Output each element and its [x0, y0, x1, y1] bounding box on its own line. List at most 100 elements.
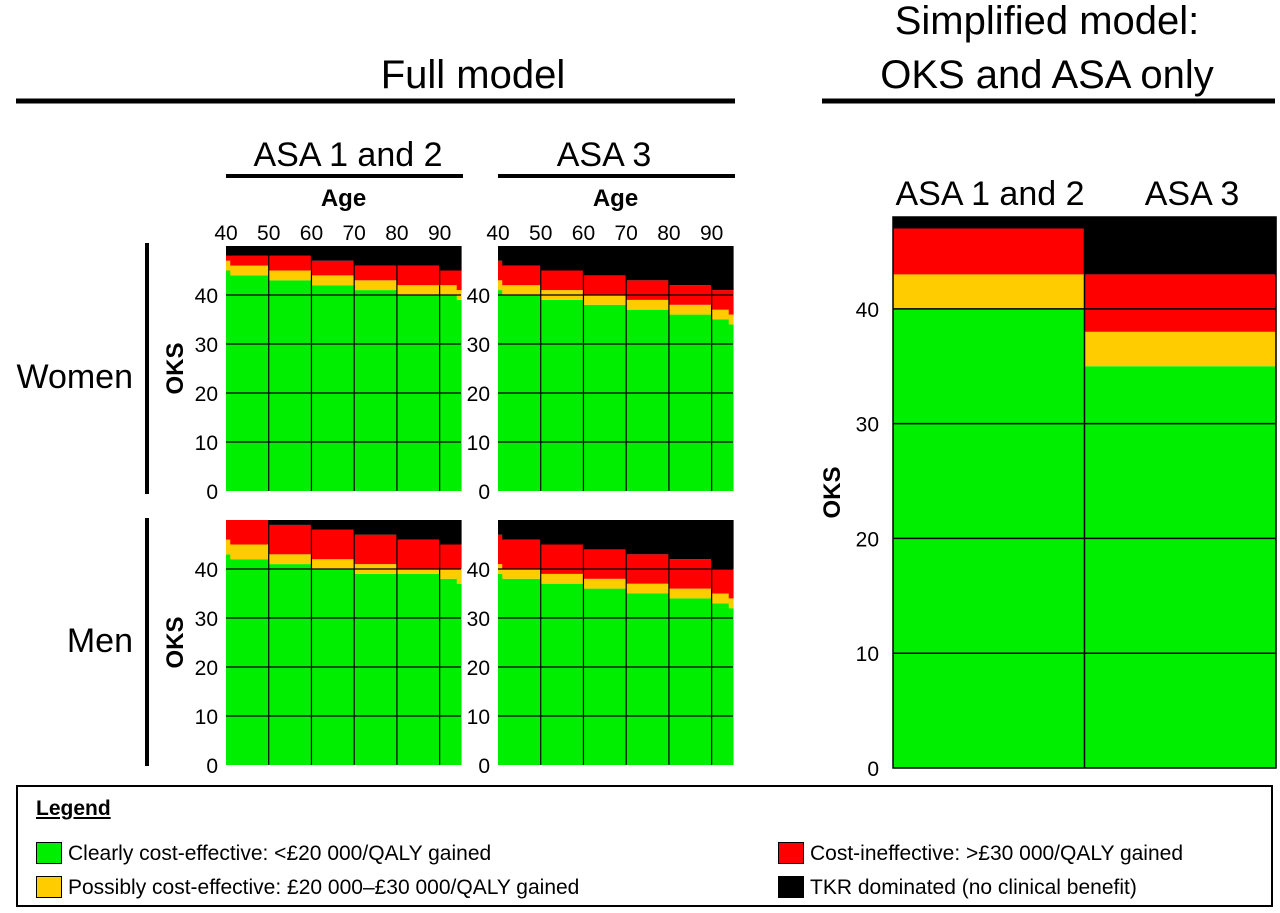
bar-clear-50-60	[268, 564, 313, 765]
bar-clear-90-94	[711, 319, 730, 491]
legend-label-ineffective: Cost-ineffective: >£30 000/QALY gained	[810, 842, 1184, 865]
bar-dominated-70-80	[354, 246, 398, 266]
bar-possible-41-50	[230, 544, 270, 560]
bar-ineffective-60-70	[583, 549, 627, 579]
bar-clear-40-41	[498, 573, 503, 765]
bar-ineffective-94-95	[728, 290, 734, 315]
bar-ineffective-70-80	[354, 534, 398, 565]
y-tick-label: 30	[195, 608, 218, 631]
x-axis-title-age: Age	[321, 185, 366, 212]
simplified-bar-dominated-col1	[893, 217, 1086, 229]
bar-ineffective-50-60	[540, 270, 585, 291]
bar-possible-40-41	[226, 260, 231, 271]
bar-clear-60-70	[583, 304, 627, 491]
legend-title: Legend	[36, 797, 111, 820]
y-tick-label: 30	[467, 334, 490, 357]
bar-ineffective-40-41	[226, 520, 231, 540]
y-tick-label: 10	[195, 432, 218, 455]
bar-clear-70-80	[354, 290, 398, 491]
bar-clear-70-80	[626, 309, 670, 491]
simplified-y-axis-title-oks: OKS	[819, 466, 846, 518]
legend-item-clear: Clearly cost-effective: <£20 000/QALY ga…	[36, 842, 491, 866]
bar-dominated-70-80	[626, 246, 670, 281]
bar-ineffective-80-90	[396, 539, 441, 569]
bar-ineffective-60-70	[583, 275, 627, 295]
y-tick-label: 20	[195, 383, 218, 406]
y-tick-label: 30	[467, 608, 490, 631]
legend-swatch-ineffective	[778, 842, 804, 864]
simplified-bar-possible-col2	[1084, 331, 1277, 367]
simplified-asa3-heading: ASA 3	[1145, 175, 1240, 213]
bar-dominated-50-60	[268, 520, 313, 525]
simplified-asa12-heading: ASA 1 and 2	[895, 175, 1084, 213]
bar-clear-41-50	[230, 275, 270, 491]
bar-dominated-60-70	[311, 246, 355, 261]
legend-item-dominated: TKR dominated (no clinical benefit)	[778, 876, 1137, 900]
bar-possible-90-94	[711, 309, 730, 320]
bar-dominated-90-94	[439, 520, 458, 545]
chart-full-women-asa12: 0 10 20 30 40 40 50 60 70 80 90 Age OKS	[162, 185, 462, 504]
simplified-bar-possible-col1	[893, 274, 1086, 309]
bar-ineffective-41-50	[502, 539, 542, 569]
chart-simplified: 0 10 20 30 40 OKS	[819, 216, 1277, 781]
bar-dominated-80-90	[668, 246, 713, 286]
bar-clear-50-60	[268, 280, 313, 491]
bar-possible-94-95	[728, 314, 734, 325]
y-tick-label: 0	[206, 481, 218, 504]
simplified-y-tick-label: 40	[856, 299, 879, 322]
bar-ineffective-60-70	[311, 260, 355, 276]
simplified-y-tick-label: 10	[856, 643, 879, 666]
y-tick-label: 10	[195, 706, 218, 729]
y-tick-label: 0	[478, 755, 490, 778]
bar-ineffective-70-80	[354, 265, 398, 281]
x-tick-label: 60	[572, 222, 595, 245]
bar-possible-80-90	[396, 569, 441, 574]
bar-ineffective-90-94	[711, 569, 730, 594]
bar-clear-40-41	[498, 290, 503, 491]
bar-dominated-90-94	[439, 246, 458, 271]
bar-dominated-40-41	[226, 246, 231, 256]
bar-dominated-94-95	[456, 246, 462, 271]
bar-clear-90-94	[439, 578, 458, 765]
y-tick-label: 40	[195, 559, 218, 582]
bar-possible-90-94	[439, 569, 458, 579]
x-tick-label: 90	[428, 222, 451, 245]
y-tick-label: 10	[467, 706, 490, 729]
bar-dominated-80-90	[396, 246, 441, 266]
bar-ineffective-41-50	[230, 520, 270, 545]
bar-clear-80-90	[668, 314, 713, 491]
bar-ineffective-40-41	[498, 534, 503, 565]
bar-dominated-70-80	[626, 520, 670, 555]
chart-full-women-asa3: 0 10 20 30 40 40 50 60 70 80 90 Age	[467, 185, 734, 504]
bar-ineffective-50-60	[268, 255, 313, 271]
x-tick-label: 50	[257, 222, 280, 245]
women-label: Women	[16, 358, 133, 396]
bar-possible-80-90	[668, 588, 713, 599]
bar-clear-90-94	[711, 603, 730, 765]
bar-possible-41-50	[502, 569, 542, 579]
bar-possible-70-80	[626, 583, 670, 594]
legend-item-ineffective: Cost-ineffective: >£30 000/QALY gained	[778, 842, 1183, 866]
bar-ineffective-90-94	[439, 544, 458, 569]
x-tick-label: 90	[700, 222, 723, 245]
bar-clear-40-41	[226, 270, 231, 491]
simplified-title-line1: Simplified model:	[895, 0, 1200, 43]
bar-possible-50-60	[268, 554, 313, 565]
bar-ineffective-94-95	[456, 544, 462, 569]
simplified-bar-ineffective-col1	[893, 228, 1086, 275]
y-tick-label: 0	[478, 481, 490, 504]
bar-dominated-90-94	[711, 246, 730, 291]
legend-swatch-possible	[36, 876, 62, 898]
bar-possible-60-70	[583, 295, 627, 305]
bar-possible-50-60	[268, 270, 313, 281]
bar-ineffective-41-50	[230, 255, 270, 266]
bar-possible-41-50	[230, 265, 270, 276]
y-tick-label: 40	[467, 285, 490, 308]
bar-dominated-50-60	[540, 246, 585, 271]
bar-possible-41-50	[502, 285, 542, 295]
simplified-bar-clear-col2	[1084, 366, 1277, 768]
bar-ineffective-90-94	[711, 290, 730, 310]
bar-ineffective-80-90	[668, 559, 713, 589]
bar-dominated-41-50	[502, 520, 542, 540]
